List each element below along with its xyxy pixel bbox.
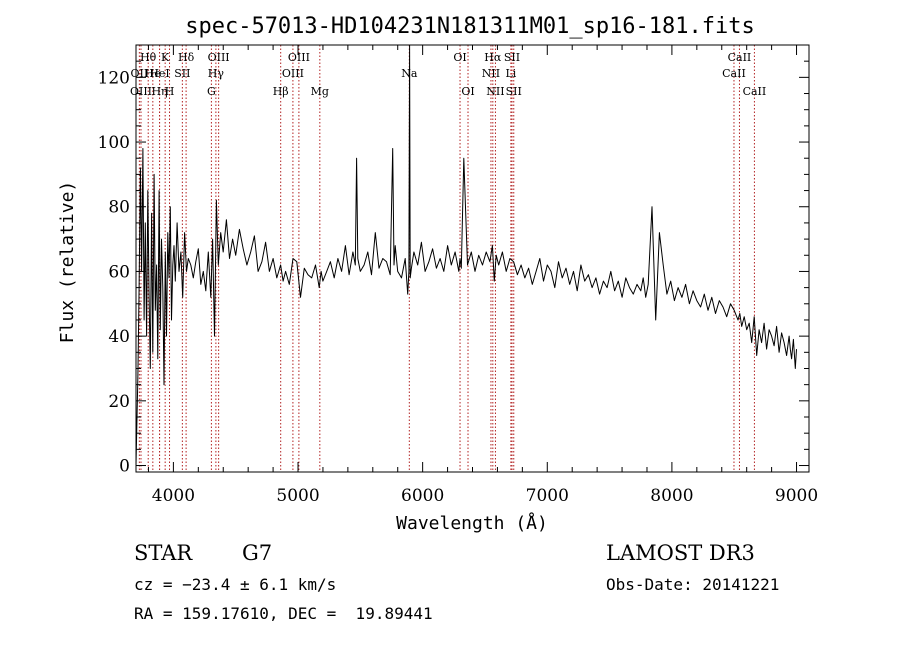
line-marker-label: HeI	[149, 67, 169, 80]
line-marker-label: Hθ	[140, 51, 157, 64]
line-marker-label: SII	[174, 67, 190, 80]
y-axis: 0 20 40 60 80 100 120	[98, 60, 809, 477]
x-tick-label: 7000	[526, 486, 569, 506]
line-marker-label: He	[145, 67, 161, 80]
x-tick-label: 9000	[775, 486, 818, 506]
line-marker-label: Hγ	[208, 67, 225, 80]
line-marker-label: OII	[131, 67, 149, 80]
line-marker-label: OIII	[208, 51, 230, 64]
y-tick-label: 120	[98, 68, 130, 88]
line-marker-labels: Hθ OII OIII He Hη K HeI SII H Hδ OIII Hγ G Hβ OIII OIII…	[130, 51, 766, 98]
y-tick-label: 80	[108, 198, 130, 218]
line-marker-label: CaII	[722, 67, 746, 80]
object-subclass: G7	[242, 541, 272, 565]
line-marker-label: NII	[482, 67, 500, 80]
spectrum-series	[135, 44, 797, 466]
x-tick-label: 4000	[152, 486, 195, 506]
line-marker-label: H	[165, 85, 175, 98]
y-tick-label: 100	[98, 133, 130, 153]
line-marker-label: SII	[504, 51, 520, 64]
chart-title: spec-57013-HD104231N181311M01_sp16-181.f…	[185, 14, 755, 39]
line-marker-label: CaII	[743, 85, 767, 98]
redshift-velocity: cz = −23.4 ± 6.1 km/s	[134, 575, 336, 594]
sky-coordinates: RA = 159.17610, DEC = 19.89441	[134, 604, 433, 623]
line-marker-label: OIII	[282, 67, 304, 80]
spectrum-line	[135, 44, 797, 466]
y-tick-label: 0	[119, 457, 130, 477]
line-marker-label: OI	[453, 51, 466, 64]
object-class: STAR	[134, 541, 193, 565]
line-marker-label: K	[161, 51, 170, 64]
line-marker-label: NII	[486, 85, 504, 98]
line-marker-label: Hα	[484, 51, 502, 64]
y-axis-label: Flux (relative)	[57, 181, 78, 344]
x-tick-label: 8000	[650, 486, 693, 506]
line-marker-label: OIII	[288, 51, 310, 64]
line-marker-label: Li	[505, 67, 516, 80]
line-marker-label: CaII	[728, 51, 752, 64]
line-marker-label: OI	[461, 85, 474, 98]
x-tick-label: 6000	[401, 486, 444, 506]
x-axis: 4000 5000 6000 7000 8000 9000	[147, 45, 818, 506]
observation-date: Obs-Date: 20141221	[606, 575, 779, 594]
line-marker-label: Hη	[151, 85, 167, 98]
line-marker-label: Mg	[311, 85, 329, 98]
line-marker-label: Hβ	[273, 85, 289, 98]
line-marker-label: G	[207, 85, 216, 98]
line-marker-label: OIII	[130, 85, 152, 98]
x-tick-label: 5000	[276, 486, 319, 506]
line-marker-label: SII	[506, 85, 522, 98]
survey-name: LAMOST DR3	[606, 541, 755, 565]
x-axis-label: Wavelength (Å)	[396, 512, 548, 534]
y-tick-label: 60	[108, 262, 130, 282]
y-tick-label: 20	[108, 392, 130, 412]
line-marker-label: Hδ	[178, 51, 195, 64]
y-tick-label: 40	[108, 327, 130, 347]
